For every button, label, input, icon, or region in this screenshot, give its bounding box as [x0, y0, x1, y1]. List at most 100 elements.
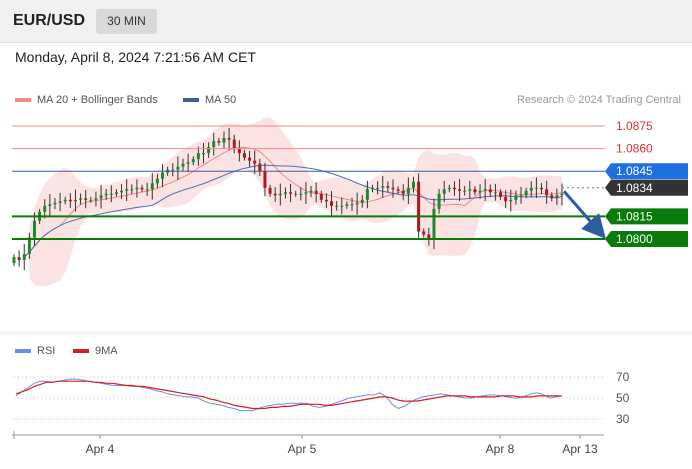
candle-body: [422, 231, 426, 235]
candle-body: [519, 195, 523, 197]
candle-body: [483, 189, 487, 191]
rsi-line: [15, 378, 563, 412]
candle-body: [17, 257, 21, 261]
candle-body: [473, 189, 477, 193]
candle: [253, 150, 257, 174]
candle-body: [155, 178, 159, 184]
candle: [468, 180, 472, 200]
candle-body: [514, 195, 518, 200]
candle-body: [89, 199, 93, 201]
candle: [452, 181, 456, 196]
candle-body: [114, 192, 118, 194]
time-axis-label: Apr 5: [288, 442, 317, 456]
candle-body: [386, 186, 390, 188]
price-label: 1.0845: [616, 164, 653, 178]
candle-body: [411, 181, 415, 188]
rsi-tick-label: 30: [616, 412, 630, 426]
candle: [109, 185, 113, 203]
candle-body: [253, 160, 257, 164]
candle-body: [73, 199, 77, 202]
candle-body: [391, 187, 395, 190]
candle-body: [540, 187, 544, 190]
candle: [191, 156, 195, 166]
candle-body: [283, 192, 287, 194]
candle: [201, 142, 205, 164]
candle-body: [401, 190, 405, 194]
candle: [150, 173, 154, 200]
candle: [125, 179, 129, 202]
price-label: 1.0834: [616, 181, 653, 195]
rsi-tick-label: 50: [616, 391, 630, 405]
candle: [22, 243, 26, 271]
candle-body: [350, 204, 354, 206]
timeframe-button[interactable]: 30 MIN: [96, 9, 157, 34]
candle-body: [458, 189, 462, 191]
candle-body: [294, 193, 298, 195]
legend-swatch-9ma: [73, 349, 89, 354]
candle: [32, 212, 36, 246]
candle: [396, 186, 400, 194]
legend-9ma: 9MA: [73, 345, 118, 357]
candle-body: [371, 187, 375, 190]
candle-body: [499, 192, 503, 197]
candle: [299, 187, 303, 201]
candle: [278, 183, 282, 206]
candle: [345, 201, 349, 209]
bollinger-band-area: [29, 117, 562, 287]
candle-body: [130, 189, 134, 191]
candle: [73, 189, 77, 212]
candle-body: [509, 199, 513, 202]
candle: [227, 127, 231, 150]
price-label: 1.0800: [616, 232, 653, 246]
candle-body: [263, 171, 267, 188]
candle: [488, 184, 492, 198]
candle: [514, 190, 518, 205]
legend-label-ma20: MA 20 + Bollinger Bands: [37, 94, 158, 106]
candle-body: [273, 193, 277, 196]
candle: [289, 183, 293, 203]
price-label: 1.0875: [616, 119, 653, 133]
candle: [560, 183, 564, 206]
candle-body: [335, 205, 339, 207]
candle-body: [355, 202, 359, 205]
candle-body: [330, 201, 334, 206]
candle-body: [161, 172, 165, 179]
candle: [273, 187, 277, 202]
candle: [371, 184, 375, 193]
candle-body: [227, 138, 231, 140]
candle: [130, 184, 134, 195]
candle: [135, 179, 139, 198]
candle: [391, 179, 395, 198]
price-level-5: 1.0800: [12, 231, 688, 247]
candle-body: [171, 169, 175, 171]
candle-body: [94, 198, 98, 200]
candle: [283, 187, 287, 199]
candle-body: [191, 159, 195, 163]
candle: [171, 163, 175, 177]
candle: [294, 190, 298, 197]
candle-body: [365, 189, 369, 200]
candle: [207, 142, 211, 158]
legend-label-rsi: RSI: [37, 345, 56, 357]
candle: [519, 186, 523, 204]
candle: [222, 131, 226, 150]
candle-body: [304, 192, 308, 194]
candle-body: [447, 187, 451, 190]
candle: [330, 191, 334, 217]
candle-body: [396, 189, 400, 191]
candle-body: [212, 141, 216, 148]
ma50-line: [23, 164, 563, 258]
candle-body: [432, 208, 436, 239]
legend-ma50: MA 50: [183, 94, 236, 106]
candle-body: [478, 190, 482, 193]
candle: [248, 151, 252, 168]
candle-body: [324, 199, 328, 202]
candle-body: [376, 187, 380, 189]
candle-body: [268, 187, 272, 194]
candle-body: [237, 148, 241, 154]
candle: [340, 197, 344, 215]
candle: [350, 197, 354, 211]
candle-body: [58, 201, 62, 203]
candle: [181, 158, 185, 172]
